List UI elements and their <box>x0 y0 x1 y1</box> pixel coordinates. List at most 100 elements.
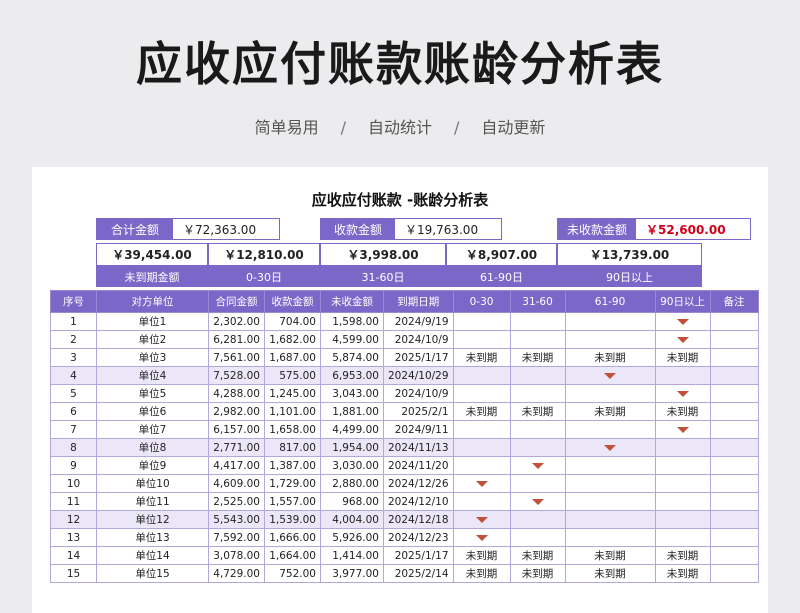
remarks-cell <box>709 474 759 493</box>
received-amount-cell: 1,664.00 <box>264 546 321 565</box>
down-triangle-icon <box>676 318 689 325</box>
aging-bucket-cell <box>564 366 656 385</box>
aging-bucket-cell <box>509 366 566 385</box>
aging-bucket-cell <box>654 420 711 439</box>
bucket-31-60: ￥3,998.00 31-60日 <box>320 243 446 287</box>
contract-amount-cell: 2,982.00 <box>208 402 265 421</box>
contract-amount-cell: 3,078.00 <box>208 546 265 565</box>
remarks-cell <box>709 438 759 457</box>
row-number-cell: 8 <box>50 438 97 457</box>
due-date-cell: 2024/12/26 <box>383 474 454 493</box>
contract-amount-cell: 7,592.00 <box>208 528 265 547</box>
table-row: 2 单位2 6,281.00 1,682.00 4,599.00 2024/10/9 <box>50 330 759 349</box>
remarks-cell <box>709 564 759 583</box>
contract-amount-cell: 2,771.00 <box>208 438 265 457</box>
remarks-cell <box>709 528 759 547</box>
sheet-title: 应收应付账款 -账龄分析表 <box>311 191 489 209</box>
table-body: 1 单位1 2,302.00 704.00 1,598.00 2024/9/19 2 单位2 6… <box>50 312 759 583</box>
total-amount-label: 合计金额 <box>97 219 173 239</box>
down-triangle-icon <box>676 390 689 397</box>
aging-bucket-cell: 未到期 <box>452 546 511 565</box>
bucket-0-30: ￥12,810.00 0-30日 <box>208 243 320 287</box>
row-number-cell: 13 <box>50 528 97 547</box>
bucket-value: ￥13,739.00 <box>558 244 701 266</box>
aging-bucket-cell <box>654 474 711 493</box>
feature-tag: 自动更新 <box>481 118 546 137</box>
remarks-cell <box>709 384 759 403</box>
aging-bucket-cell <box>564 474 656 493</box>
bucket-over-90: ￥13,739.00 90日以上 <box>557 243 702 287</box>
counterparty-cell: 单位8 <box>96 438 209 457</box>
contract-amount-cell: 7,561.00 <box>208 348 265 367</box>
down-triangle-icon <box>531 462 544 469</box>
table-row: 12 单位12 5,543.00 1,539.00 4,004.00 2024/12/18 <box>50 510 759 529</box>
aging-bucket-cell <box>564 510 656 529</box>
counterparty-cell: 单位3 <box>96 348 209 367</box>
aging-bucket-cell <box>452 420 511 439</box>
unreceived-amount-cell: 2,880.00 <box>320 474 384 493</box>
aging-bucket-cell <box>509 456 566 475</box>
unreceived-amount-cell: 3,977.00 <box>320 564 384 583</box>
aging-bucket-cell <box>509 420 566 439</box>
aging-bucket-cell: 未到期 <box>564 402 656 421</box>
unreceived-amount-cell: 3,043.00 <box>320 384 384 403</box>
aging-bucket-cell <box>509 474 566 493</box>
column-header: 未收金额 <box>320 290 384 313</box>
total-amount-box: 合计金额 ￥72,363.00 <box>96 218 280 240</box>
received-amount-label: 收款金额 <box>321 219 395 239</box>
aging-bucket-cell <box>654 492 711 511</box>
table-row: 1 单位1 2,302.00 704.00 1,598.00 2024/9/19 <box>50 312 759 331</box>
received-amount-cell: 1,682.00 <box>264 330 321 349</box>
due-date-cell: 2024/10/9 <box>383 330 454 349</box>
aging-bucket-cell: 未到期 <box>509 348 566 367</box>
aging-bucket-cell: 未到期 <box>509 564 566 583</box>
feature-tag: 自动统计 <box>367 118 432 137</box>
tag-separator: / <box>340 118 346 137</box>
due-date-cell: 2025/2/1 <box>383 402 454 421</box>
contract-amount-cell: 4,609.00 <box>208 474 265 493</box>
counterparty-cell: 单位12 <box>96 510 209 529</box>
unreceived-amount-cell: 1,598.00 <box>320 312 384 331</box>
table-row: 14 单位14 3,078.00 1,664.00 1,414.00 2025/1/17 未… <box>50 546 759 565</box>
aging-bucket-cell <box>509 330 566 349</box>
contract-amount-cell: 2,525.00 <box>208 492 265 511</box>
unreceived-amount-cell: 5,874.00 <box>320 348 384 367</box>
column-header: 31-60 <box>509 290 566 313</box>
aging-bucket-cell <box>452 366 511 385</box>
aging-bucket-cell <box>452 330 511 349</box>
remarks-cell <box>709 492 759 511</box>
row-number-cell: 12 <box>50 510 97 529</box>
aging-bucket-cell <box>452 384 511 403</box>
remarks-cell <box>709 510 759 529</box>
table-row: 15 单位15 4,729.00 752.00 3,977.00 2025/2/14 未到期… <box>50 564 759 583</box>
table-row: 7 单位7 6,157.00 1,658.00 4,499.00 2024/9/11 <box>50 420 759 439</box>
tag-separator: / <box>454 118 460 137</box>
aging-bucket-cell <box>654 312 711 331</box>
aging-bucket-cell: 未到期 <box>452 402 511 421</box>
due-date-cell: 2024/10/9 <box>383 384 454 403</box>
column-header: 收款金额 <box>264 290 321 313</box>
received-amount-value: ￥19,763.00 <box>395 219 501 239</box>
row-number-cell: 10 <box>50 474 97 493</box>
counterparty-cell: 单位11 <box>96 492 209 511</box>
table-row: 11 单位11 2,525.00 1,557.00 968.00 2024/12/10 <box>50 492 759 511</box>
aging-bucket-cell <box>654 330 711 349</box>
received-amount-cell: 1,687.00 <box>264 348 321 367</box>
column-header: 到期日期 <box>383 290 454 313</box>
table-row: 9 单位9 4,417.00 1,387.00 3,030.00 2024/11/20 <box>50 456 759 475</box>
received-amount-cell: 575.00 <box>264 366 321 385</box>
contract-amount-cell: 7,528.00 <box>208 366 265 385</box>
down-triangle-icon <box>475 534 488 541</box>
aging-bucket-cell: 未到期 <box>654 402 711 421</box>
aging-bucket-cell: 未到期 <box>564 348 656 367</box>
received-amount-cell: 1,658.00 <box>264 420 321 439</box>
row-number-cell: 9 <box>50 456 97 475</box>
counterparty-cell: 单位6 <box>96 402 209 421</box>
aging-bucket-cell <box>654 438 711 457</box>
remarks-cell <box>709 546 759 565</box>
due-date-cell: 2024/12/10 <box>383 492 454 511</box>
table-row: 6 单位6 2,982.00 1,101.00 1,881.00 2025/2/1 未到期未… <box>50 402 759 421</box>
bucket-label: 61-90日 <box>447 266 556 287</box>
aging-bucket-cell <box>509 438 566 457</box>
table-row: 8 单位8 2,771.00 817.00 1,954.00 2024/11/13 <box>50 438 759 457</box>
